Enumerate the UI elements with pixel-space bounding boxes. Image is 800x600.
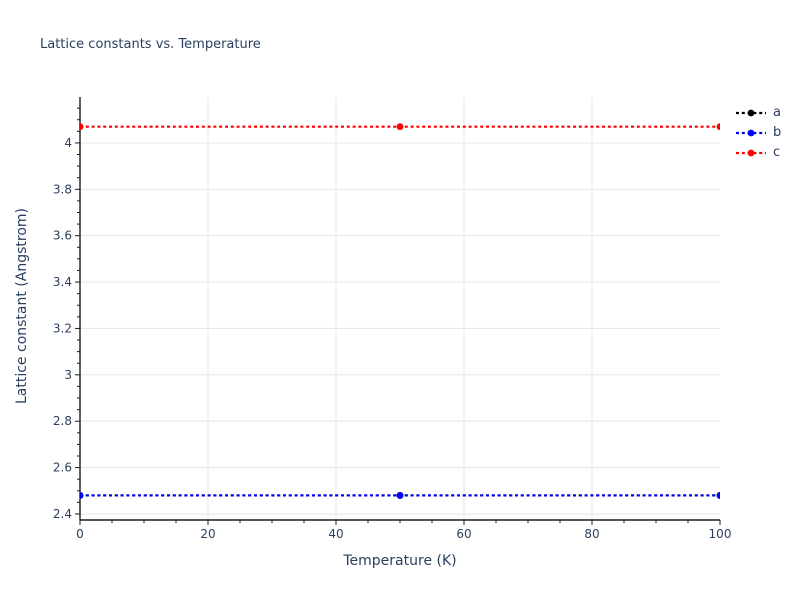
- x-tick-label: 20: [200, 527, 215, 541]
- chart-title: Lattice constants vs. Temperature: [40, 37, 261, 52]
- legend-item-b[interactable]: b: [736, 123, 781, 143]
- series-group: [80, 123, 720, 499]
- y-tick-label: 3.8: [53, 182, 72, 196]
- y-tick-label: 3.4: [53, 275, 72, 289]
- y-tick-label: 4: [64, 136, 72, 150]
- y-tick-label: 3.6: [53, 229, 72, 243]
- series-b-marker: [80, 492, 84, 499]
- legend-label-a: a: [773, 105, 781, 120]
- series-c-marker: [80, 123, 84, 131]
- series-c-marker: [716, 123, 720, 131]
- legend-marker-sample: [747, 149, 755, 157]
- legend-item-a[interactable]: a: [736, 103, 781, 123]
- x-tick-label: 80: [584, 527, 599, 541]
- y-axis-title: Lattice constant (Angstrom): [14, 207, 30, 405]
- legend-marker-sample: [747, 129, 755, 137]
- y-tick-label: 2.6: [53, 461, 72, 475]
- y-tick-label: 3: [64, 368, 72, 382]
- y-tick-label: 2.8: [53, 414, 72, 428]
- x-tick-label: 0: [76, 527, 84, 541]
- legend-swatch-b: [736, 129, 766, 137]
- y-tick-label: 3.2: [53, 321, 72, 335]
- legend-swatch-c: [736, 149, 766, 157]
- series-c-marker: [396, 123, 404, 131]
- series-b-marker: [396, 492, 404, 499]
- x-tick-label: 100: [709, 527, 732, 541]
- series-b-marker: [716, 492, 720, 499]
- y-tick-label: 2.4: [53, 507, 72, 521]
- legend-item-c[interactable]: c: [736, 143, 781, 163]
- legend-marker-sample: [747, 109, 755, 117]
- x-tick-label: 40: [328, 527, 343, 541]
- x-tick-label: 60: [456, 527, 471, 541]
- legend-label-c: c: [773, 145, 781, 160]
- legend-swatch-a: [736, 109, 766, 117]
- x-axis-title: Temperature (K): [343, 553, 457, 569]
- legend-label-b: b: [773, 125, 782, 140]
